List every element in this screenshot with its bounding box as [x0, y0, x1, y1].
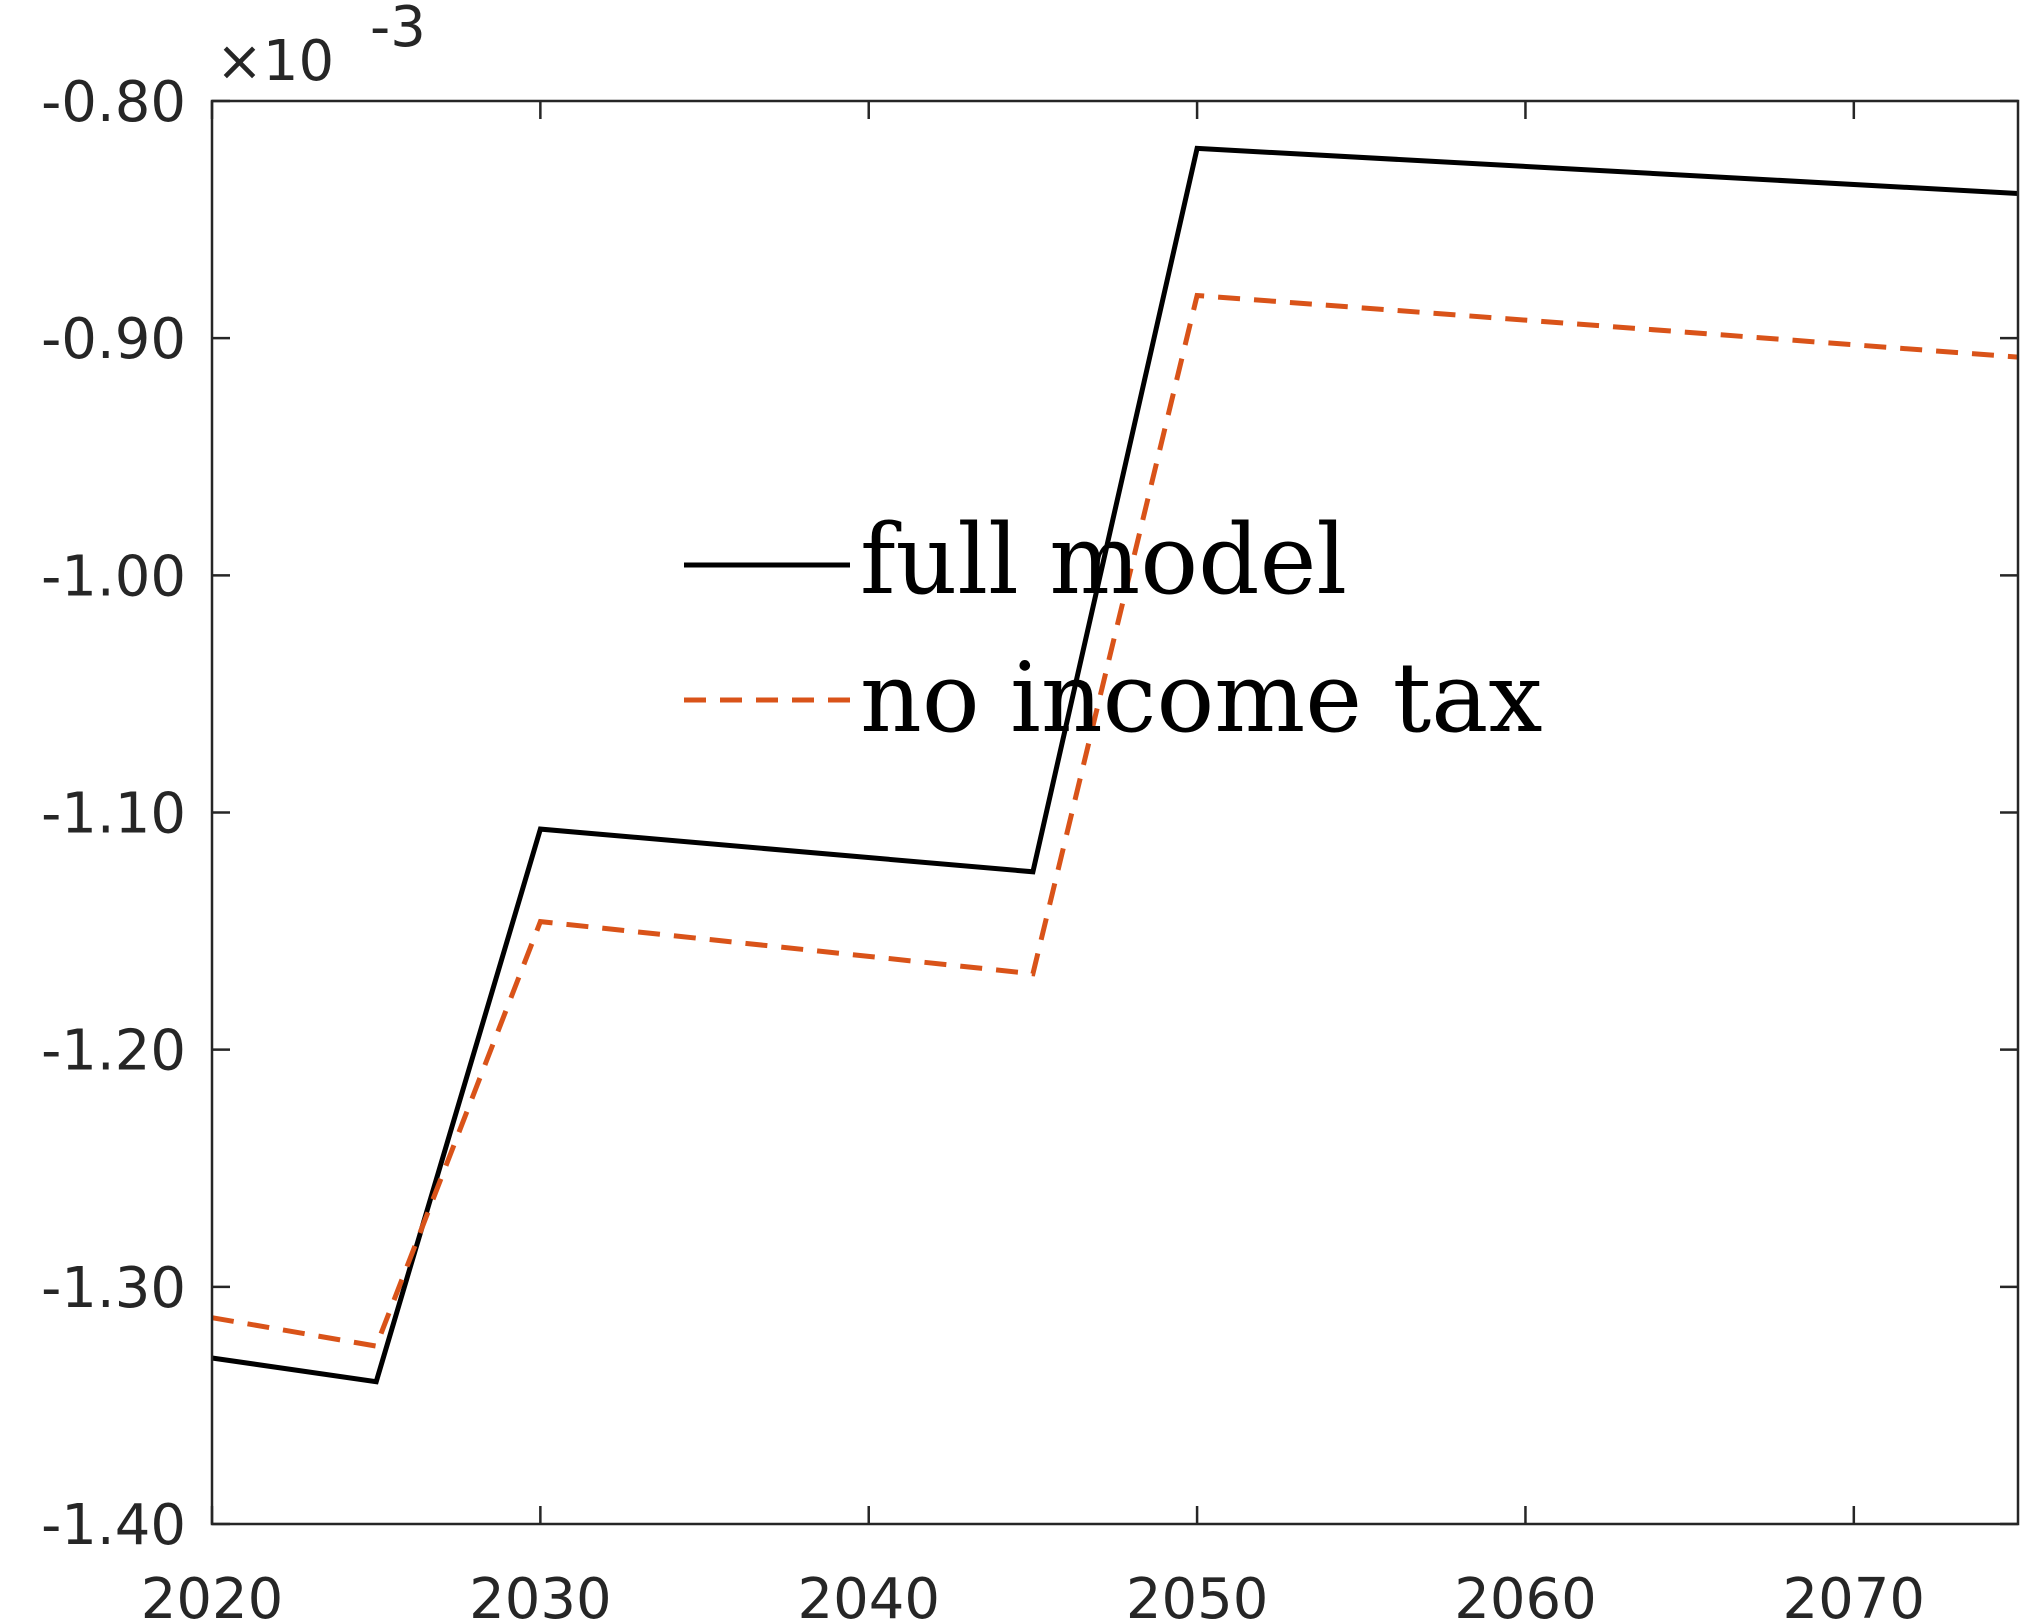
- y-tick-label: -1.30: [41, 1256, 186, 1321]
- legend-label-full-model: full model: [860, 504, 1347, 616]
- exponent-base: ×10: [216, 29, 334, 94]
- legend: full model no income tax: [684, 504, 1543, 754]
- exponent-power: -3: [370, 0, 426, 60]
- y-tick-label: -1.20: [41, 1019, 186, 1084]
- y-tick-label: -1.10: [41, 782, 186, 847]
- plot-area: [212, 101, 2018, 1524]
- x-tick-label: 2070: [1783, 1567, 1926, 1622]
- series-line-full-model: [211, 145, 2019, 1385]
- y-tick-label: -0.80: [41, 70, 186, 135]
- series-line-no-income-tax: [211, 292, 2019, 1349]
- x-tick-label: 2030: [469, 1567, 612, 1622]
- x-tick-label: 2060: [1454, 1567, 1597, 1622]
- y-axis-exponent: ×10 -3: [216, 0, 426, 94]
- legend-label-no-income-tax: no income tax: [860, 642, 1543, 754]
- series-layer: [211, 145, 2019, 1385]
- x-tick-label: 2020: [141, 1567, 284, 1622]
- x-tick-label: 2040: [797, 1567, 940, 1622]
- ticks-layer: 2020 2030 2040 2050 2060 2070 -0.80 -0.90 -1.00 -…: [41, 70, 2018, 1622]
- y-tick-label: -1.40: [41, 1493, 186, 1558]
- x-tick-label: 2050: [1126, 1567, 1269, 1622]
- y-tick-label: -0.90: [41, 307, 186, 372]
- y-tick-label: -1.00: [41, 544, 186, 609]
